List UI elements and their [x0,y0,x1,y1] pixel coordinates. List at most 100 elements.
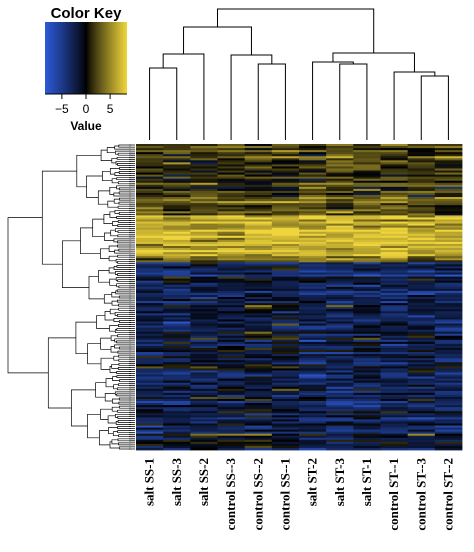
heatmap-cell [190,319,218,322]
heatmap-cell [434,276,463,280]
heatmap-cell [271,176,300,180]
heatmap-cell [163,274,191,277]
heatmap-cell [353,317,381,320]
heatmap-cell [217,392,246,396]
heatmap-cell [163,319,191,322]
heatmap-cell [136,262,164,265]
heatmap-cell [434,411,463,414]
heatmap-cell [136,248,164,251]
heatmap-cell [244,374,273,377]
heatmap-cell [353,262,381,265]
heatmap-cell [434,309,463,312]
heatmap-cell [136,360,164,363]
heatmap-cell [380,396,409,400]
heatmap-cell [407,262,436,265]
heatmap-cell [299,403,327,406]
color-key-tick-label: 0 [83,102,90,116]
heatmap-cell [136,144,164,147]
heatmap-cell [326,405,354,408]
heatmap-cell [136,386,164,390]
heatmap-cell [163,148,191,151]
column-label: control ST--3 [413,458,428,531]
heatmap-cell [326,305,354,308]
heatmap-cell [271,443,300,447]
heatmap-cell [163,203,191,206]
heatmap-cell [353,378,381,382]
heatmap-cell [163,278,191,282]
heatmap-cell [163,254,191,257]
heatmap-cell [434,156,463,159]
heatmap-cell [271,178,300,182]
heatmap-cell [244,321,273,324]
heatmap-cell [163,192,191,196]
heatmap-cell [434,209,463,212]
heatmap-cell [271,350,300,353]
heatmap-cell [326,252,354,255]
heatmap-cell [380,203,409,206]
heatmap-cell [407,358,436,361]
heatmap-cell [217,394,246,398]
heatmap-cell [434,415,463,418]
heatmap-cell [244,409,273,412]
heatmap-cell [271,180,300,184]
heatmap-cell [407,372,436,375]
heatmap-cell [163,399,191,402]
heatmap-cell [299,374,327,377]
heatmap-cell [434,413,463,416]
heatmap-cell [407,246,436,249]
heatmap-cell [380,339,409,343]
heatmap-cell [163,380,191,384]
heatmap-cell [299,270,327,273]
heatmap-cell [299,166,327,169]
heatmap-cell [271,331,300,335]
heatmap-row [136,341,463,345]
heatmap-cell [407,219,436,222]
heatmap-cell [190,217,218,220]
heatmap-cell [136,368,164,371]
heatmap-cell [326,321,354,324]
heatmap-cell [163,166,191,169]
heatmap-cell [407,154,436,157]
heatmap-cell [407,341,436,345]
heatmap-cell [217,150,246,153]
heatmap-row [136,419,463,422]
heatmap-cell [190,447,218,451]
heatmap-cell [190,343,218,347]
heatmap-cell [217,443,246,447]
heatmap-cell [434,315,463,318]
heatmap-cell [380,205,409,208]
heatmap-cell [217,180,246,184]
heatmap-cell [353,278,381,282]
heatmap-cell [136,221,164,224]
heatmap-row [136,229,463,233]
heatmap-cell [353,337,381,341]
heatmap-cell [217,439,246,443]
heatmap-cell [380,386,409,390]
heatmap-cell [434,160,463,163]
heatmap-cell [163,362,191,365]
heatmap-cell [407,268,436,271]
heatmap-cell [190,178,218,182]
heatmap-cell [380,219,409,222]
heatmap-cell [407,447,436,451]
heatmap-cell [136,243,164,247]
heatmap-cell [217,307,246,310]
heatmap-cell [190,309,218,312]
heatmap-cell [244,309,273,312]
heatmap-cell [380,358,409,361]
heatmap-cell [299,248,327,251]
heatmap-row [136,182,463,186]
heatmap-cell [136,246,164,249]
heatmap-cell [244,211,273,214]
heatmap-cell [353,294,381,298]
heatmap-cell [299,303,327,306]
heatmap-row [136,248,463,251]
heatmap-cell [271,390,300,394]
heatmap-cell [217,350,246,353]
heatmap-cell [326,441,354,445]
heatmap-cell [434,335,463,339]
heatmap-cell [353,219,381,222]
heatmap-cell [326,399,354,402]
heatmap-cell [353,217,381,220]
heatmap-row [136,195,463,198]
